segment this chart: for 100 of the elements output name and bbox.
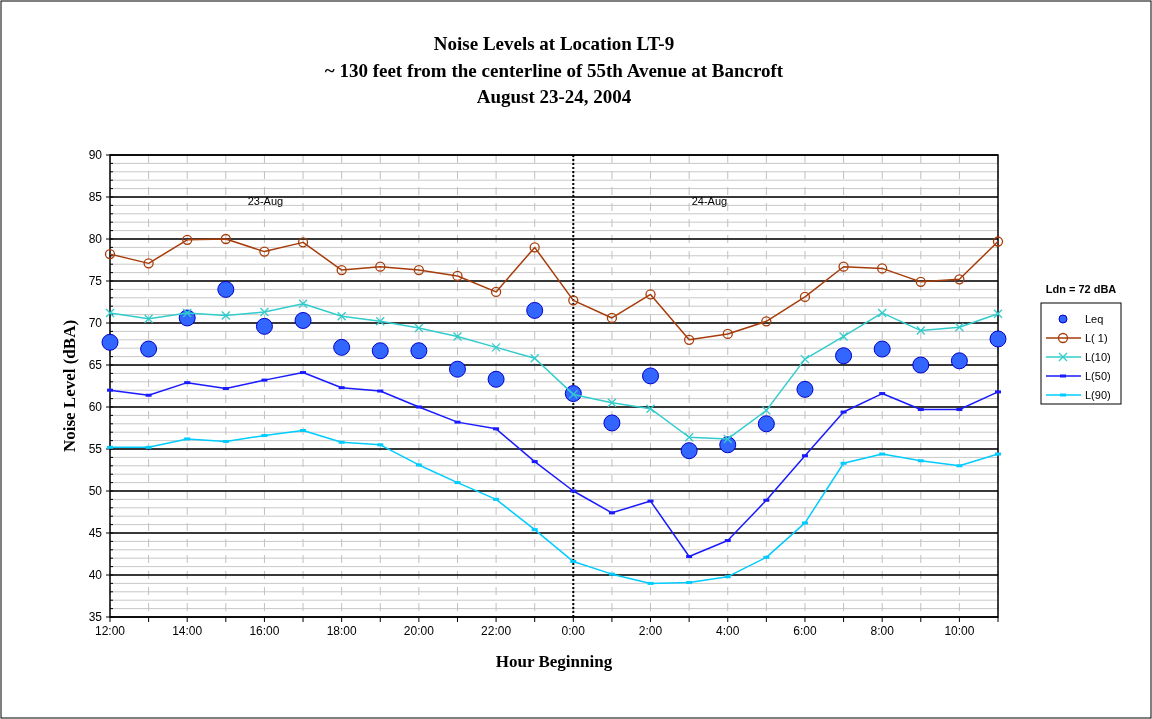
point xyxy=(414,323,424,333)
x-tick-label: 12:00 xyxy=(94,624,126,638)
point xyxy=(989,330,1007,348)
point xyxy=(375,261,386,272)
point xyxy=(452,270,463,282)
point xyxy=(182,234,193,245)
chart-subtitle: ~ 130 feet from the centerline of 55th Avenue at Bancroft August 23-24, 2004 xyxy=(324,60,784,107)
x-tick-label: 18:00 xyxy=(326,624,357,638)
legend-title: Ldn = 72 dBA xyxy=(1045,283,1117,295)
point xyxy=(217,280,235,298)
point xyxy=(333,338,351,356)
point xyxy=(916,325,926,336)
x-tick-label: 16:00 xyxy=(249,624,280,638)
point xyxy=(104,248,116,260)
point xyxy=(796,380,814,398)
point xyxy=(259,246,270,257)
point xyxy=(873,340,891,358)
point xyxy=(375,316,385,326)
x-tick-label: 22:00 xyxy=(481,624,512,638)
y-tick-label: 35 xyxy=(88,610,103,625)
y-tick-label: 60 xyxy=(88,400,103,415)
point xyxy=(995,390,1001,394)
point xyxy=(722,328,733,340)
point xyxy=(140,340,158,358)
point xyxy=(298,299,308,309)
y-tick-label: 80 xyxy=(88,232,103,247)
point xyxy=(995,452,1001,456)
point xyxy=(761,316,772,327)
point xyxy=(297,237,309,248)
point xyxy=(221,310,231,321)
point xyxy=(684,432,694,442)
y-tick-label: 40 xyxy=(88,568,103,583)
point xyxy=(487,370,505,388)
point xyxy=(680,442,698,460)
point xyxy=(143,258,154,269)
point xyxy=(992,236,1004,247)
legend-label: L(10) xyxy=(1085,350,1111,363)
point xyxy=(877,263,888,274)
y-tick-label: 65 xyxy=(88,358,103,373)
point xyxy=(683,334,695,345)
point xyxy=(950,352,968,370)
legend-label: L(90) xyxy=(1085,388,1111,401)
point xyxy=(413,264,425,276)
point xyxy=(448,360,466,378)
legend-label: L( 1) xyxy=(1085,331,1108,344)
point xyxy=(410,342,428,360)
point xyxy=(761,405,771,416)
y-tick-label: 70 xyxy=(88,316,103,331)
point xyxy=(993,309,1003,319)
point xyxy=(530,353,540,363)
point xyxy=(606,312,618,324)
point xyxy=(259,307,270,317)
point xyxy=(800,354,810,364)
point xyxy=(143,314,154,324)
annotation: 24-Aug xyxy=(691,195,728,208)
y-tick-label: 45 xyxy=(88,526,103,541)
point xyxy=(294,311,312,329)
point xyxy=(757,415,775,433)
point xyxy=(645,404,656,414)
point xyxy=(491,342,501,353)
point xyxy=(336,264,347,276)
point xyxy=(954,274,965,285)
point xyxy=(645,289,656,300)
point xyxy=(452,331,463,342)
point xyxy=(835,347,853,365)
point xyxy=(371,342,389,360)
point xyxy=(799,291,811,303)
y-tick-label: 90 xyxy=(88,148,103,163)
point xyxy=(568,295,579,306)
point xyxy=(526,301,544,319)
x-tick-label: 6:00 xyxy=(793,624,817,638)
point xyxy=(915,276,926,287)
x-tick-label: 2:00 xyxy=(638,624,663,638)
x-tick-label: 14:00 xyxy=(172,624,203,638)
annotation: 23-Aug xyxy=(247,195,284,208)
point xyxy=(105,308,115,318)
y-tick-label: 50 xyxy=(88,484,103,499)
point xyxy=(838,261,849,272)
point xyxy=(838,331,849,342)
x-tick-label: 20:00 xyxy=(403,624,435,638)
point xyxy=(912,356,930,374)
y-tick-label: 55 xyxy=(88,442,103,457)
y-axis-title: Noise Level (dBA) xyxy=(60,319,79,453)
point xyxy=(490,286,502,298)
point xyxy=(642,367,660,385)
point xyxy=(255,317,273,335)
legend-label: L(50) xyxy=(1085,369,1111,382)
x-tick-label: 8:00 xyxy=(870,624,895,638)
y-tick-label: 75 xyxy=(88,274,103,289)
point xyxy=(954,322,965,332)
x-tick-label: 0:00 xyxy=(561,624,586,638)
point xyxy=(723,434,733,444)
point xyxy=(607,398,617,408)
x-axis-title: Hour Beginning xyxy=(495,652,613,671)
legend-label: Leq xyxy=(1085,312,1104,325)
x-tick-label: 4:00 xyxy=(716,624,740,638)
point xyxy=(877,308,887,318)
point xyxy=(101,333,119,351)
point xyxy=(603,414,621,432)
point xyxy=(220,233,231,245)
